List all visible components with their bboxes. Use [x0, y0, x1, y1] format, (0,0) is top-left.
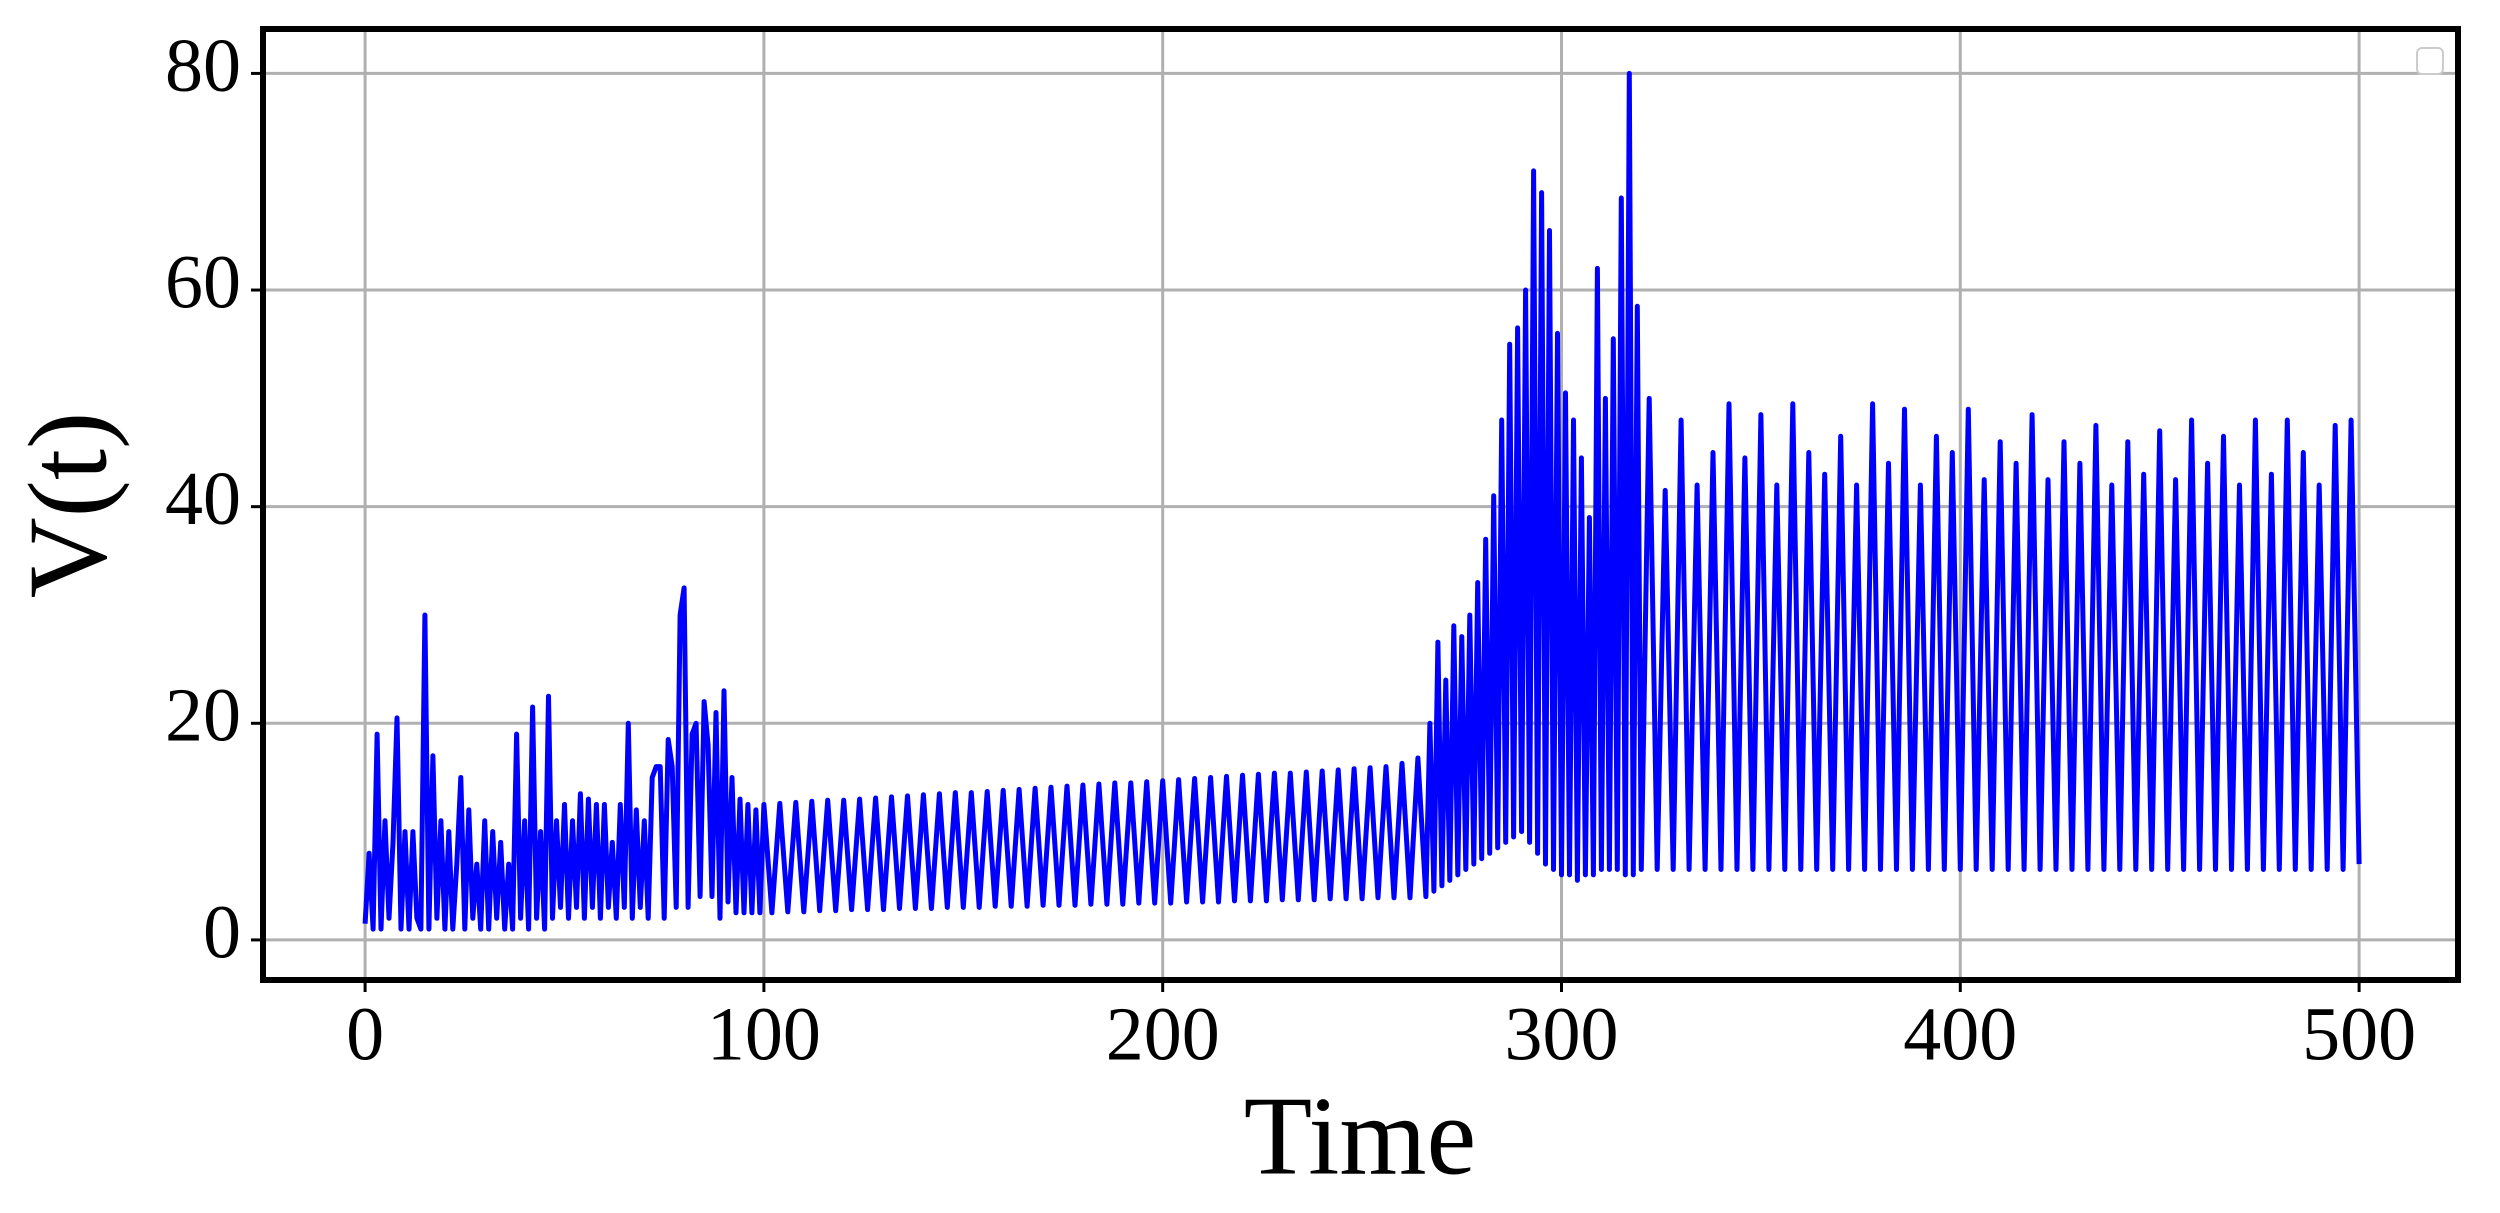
- x-tick-label: 0: [346, 992, 384, 1076]
- plot-frame: [260, 26, 2461, 983]
- line-series: [362, 70, 2362, 932]
- plot-area: [362, 70, 2362, 932]
- y-tick-label: 40: [165, 457, 241, 541]
- y-axis-label: V(t): [7, 412, 131, 599]
- x-tick-label: 300: [1504, 992, 1618, 1076]
- x-tick-label: 200: [1106, 992, 1220, 1076]
- y-tick-label: 80: [165, 24, 241, 108]
- x-tick-label: 500: [2302, 992, 2416, 1076]
- y-tick-label: 20: [165, 674, 241, 758]
- y-tick-label: 0: [203, 890, 241, 974]
- x-axis-label: Time: [1244, 1075, 1476, 1199]
- legend: [2416, 47, 2444, 75]
- x-tick-label: 400: [1903, 992, 2017, 1076]
- x-tick-label: 100: [707, 992, 821, 1076]
- y-tick-label: 60: [165, 240, 241, 324]
